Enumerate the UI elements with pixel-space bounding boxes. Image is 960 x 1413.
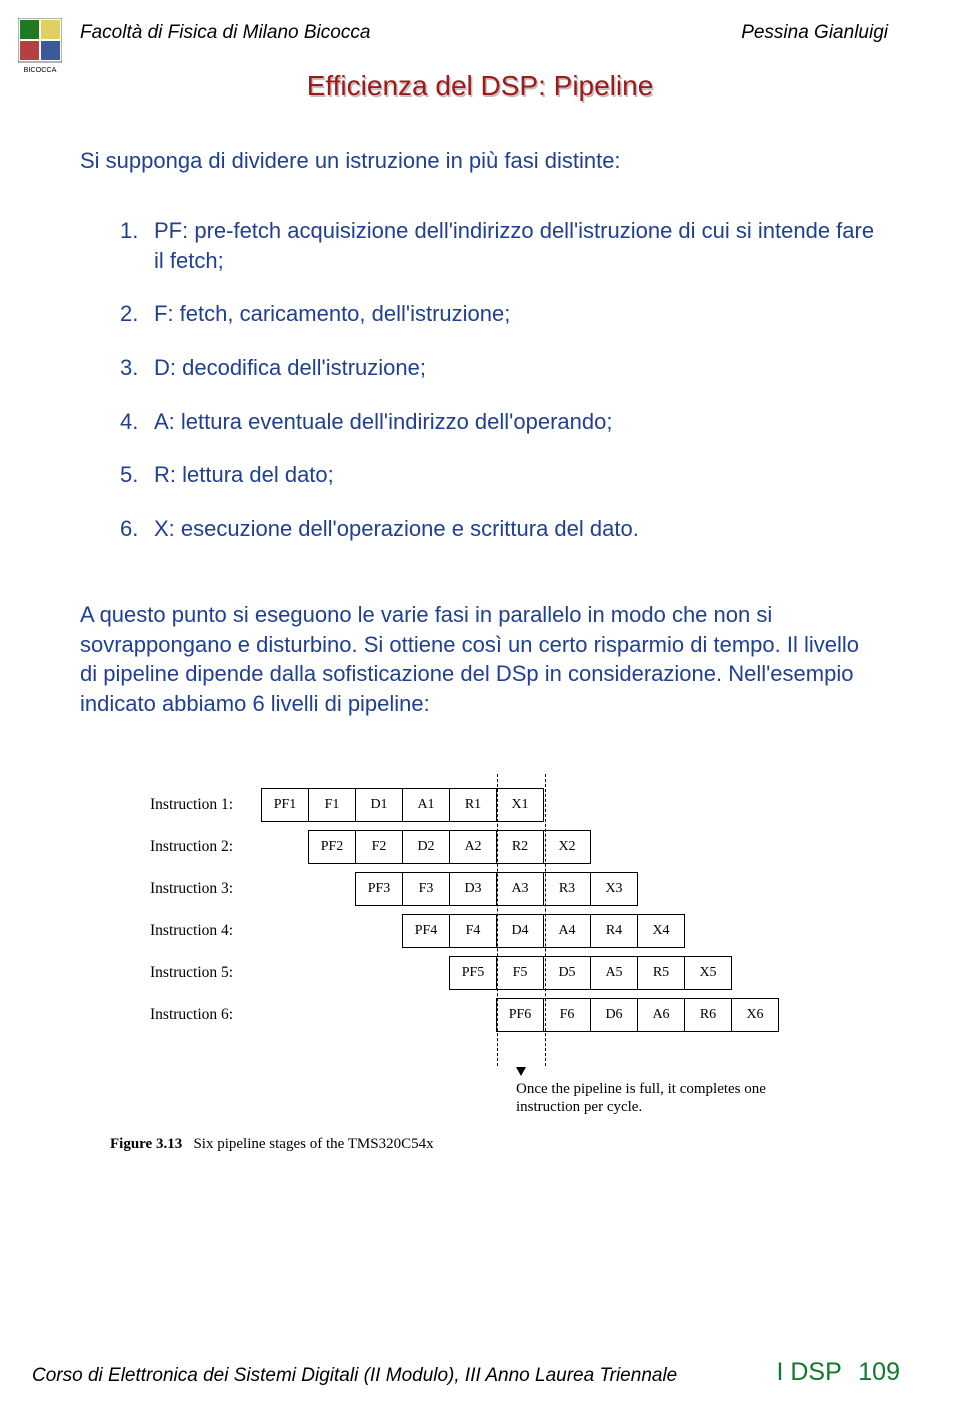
pipeline-row: Instruction 2: PF2F2D2A2R2X2 (150, 830, 591, 864)
pipeline-cell: PF6 (496, 998, 544, 1032)
pipeline-cell: X3 (590, 872, 638, 906)
footer-left: Corso di Elettronica dei Sistemi Digital… (32, 1365, 677, 1387)
phase-list: 1.PF: pre-fetch acquisizione dell'indiri… (120, 216, 880, 568)
pipeline-row-label: Instruction 6: (150, 1006, 262, 1024)
phase-list-item: 6.X: esecuzione dell'operazione e scritt… (120, 514, 880, 544)
pipeline-cell: D3 (449, 872, 497, 906)
pipeline-row-label: Instruction 4: (150, 922, 262, 940)
pipeline-row-label: Instruction 5: (150, 964, 262, 982)
pipeline-cell: D6 (590, 998, 638, 1032)
pipeline-cell: X5 (684, 956, 732, 990)
pipeline-cell: PF1 (261, 788, 309, 822)
pipeline-cell: F1 (308, 788, 356, 822)
pipeline-row: Instruction 6: PF6F6D6A6R6X6 (150, 998, 779, 1032)
pipeline-cell: X1 (496, 788, 544, 822)
pipeline-cell: R5 (637, 956, 685, 990)
pipeline-cell: PF3 (355, 872, 403, 906)
pipeline-row-label: Instruction 2: (150, 838, 262, 856)
pipeline-full-marker (497, 774, 498, 1066)
phase-list-item: 5.R: lettura del dato; (120, 460, 880, 490)
pipeline-note: Once the pipeline is full, it completes … (516, 1080, 796, 1116)
phase-list-item: 4.A: lettura eventuale dell'indirizzo de… (120, 407, 880, 437)
header-left: Facoltà di Fisica di Milano Bicocca (80, 22, 370, 44)
pipeline-cell: X6 (731, 998, 779, 1032)
slide-title: Efficienza del DSP: Pipeline Efficienza … (0, 70, 960, 102)
pipeline-row-label: Instruction 3: (150, 880, 262, 898)
pipeline-cell: F5 (496, 956, 544, 990)
pipeline-cell: F2 (355, 830, 403, 864)
pipeline-cell: A5 (590, 956, 638, 990)
pipeline-cell: R1 (449, 788, 497, 822)
pipeline-full-marker-right (545, 774, 546, 1066)
pipeline-cell: PF2 (308, 830, 356, 864)
pipeline-row-label: Instruction 1: (150, 796, 262, 814)
pipeline-cell: R2 (496, 830, 544, 864)
pipeline-cell: F6 (543, 998, 591, 1032)
pipeline-cell: X4 (637, 914, 685, 948)
phase-list-item: 1.PF: pre-fetch acquisizione dell'indiri… (120, 216, 880, 275)
pipeline-cell: A2 (449, 830, 497, 864)
pipeline-row: Instruction 3: PF3F3D3A3R3X3 (150, 872, 638, 906)
header-right: Pessina Gianluigi (741, 22, 888, 44)
pipeline-cell: A3 (496, 872, 544, 906)
pipeline-cell: PF5 (449, 956, 497, 990)
pipeline-cell: R4 (590, 914, 638, 948)
university-logo: BICOCCA (18, 18, 62, 74)
pipeline-cell: D5 (543, 956, 591, 990)
footer-right: I DSP 109 (776, 1358, 900, 1387)
pipeline-row: Instruction 5: PF5F5D5A5R5X5 (150, 956, 732, 990)
explanation-paragraph: A questo punto si eseguono le varie fasi… (80, 600, 880, 719)
pipeline-cell: R3 (543, 872, 591, 906)
pipeline-cell: D4 (496, 914, 544, 948)
slide-page: BICOCCA Facoltà di Fisica di Milano Bico… (0, 0, 960, 1413)
pipeline-cell: F3 (402, 872, 450, 906)
pipeline-cell: F4 (449, 914, 497, 948)
pipeline-cell: D2 (402, 830, 450, 864)
pipeline-cell: D1 (355, 788, 403, 822)
pipeline-row: Instruction 4: PF4F4D4A4R4X4 (150, 914, 685, 948)
phase-list-item: 2.F: fetch, caricamento, dell'istruzione… (120, 299, 880, 329)
footer-label: I DSP (776, 1358, 841, 1386)
pipeline-cell: PF4 (402, 914, 450, 948)
pipeline-cell: A6 (637, 998, 685, 1032)
phase-list-item: 3.D: decodifica dell'istruzione; (120, 353, 880, 383)
pipeline-cell: A4 (543, 914, 591, 948)
pipeline-row: Instruction 1:PF1F1D1A1R1X1 (150, 788, 544, 822)
pipeline-cell: A1 (402, 788, 450, 822)
pipeline-cell: R6 (684, 998, 732, 1032)
page-number: 109 (858, 1358, 900, 1386)
pipeline-cell: X2 (543, 830, 591, 864)
figure-caption: Figure 3.13 Six pipeline stages of the T… (110, 1136, 434, 1153)
intro-text: Si supponga di dividere un istruzione in… (80, 148, 880, 174)
pipeline-figure: Instruction 1:PF1F1D1A1R1X1 Instruction 2… (80, 788, 880, 1098)
